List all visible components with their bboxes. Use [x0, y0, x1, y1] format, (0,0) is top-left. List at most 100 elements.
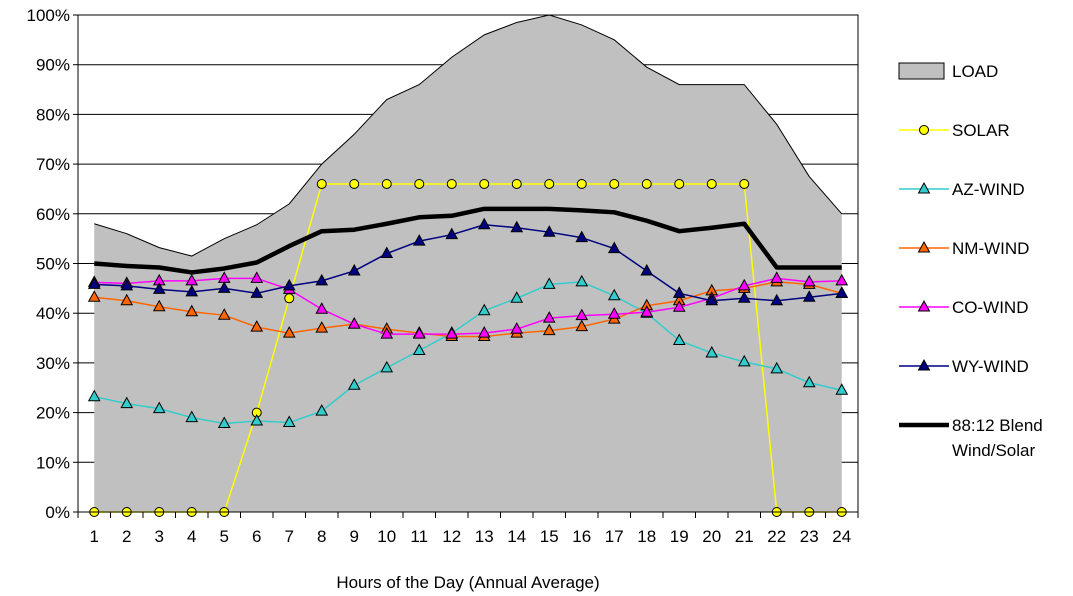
legend-marker [917, 240, 931, 253]
y-tick-label: 0% [45, 503, 70, 522]
point-wy-wind [770, 293, 784, 306]
point-co-wind [672, 300, 686, 312]
point-wy-wind [705, 293, 719, 306]
x-tick-label: 8 [317, 527, 326, 546]
point-solar [414, 178, 425, 189]
point-az-wind [575, 274, 589, 287]
point-az-wind [380, 360, 394, 373]
point-solar [641, 178, 652, 189]
point-az-wind [770, 361, 784, 374]
point-solar [609, 178, 620, 189]
legend-item-co-wind: CO-WIND [899, 298, 1028, 317]
legend-marker [917, 181, 931, 194]
legend-marker [917, 358, 931, 371]
x-tick-label: 15 [540, 527, 559, 546]
point-wy-wind [542, 225, 556, 237]
point-solar [674, 178, 685, 189]
point-nm-wind [120, 293, 134, 306]
point-wy-wind [250, 286, 264, 298]
point-nm-wind [87, 290, 101, 302]
point-solar [576, 178, 587, 189]
point-az-wind [152, 401, 166, 414]
point-nm-wind [315, 321, 329, 333]
legend-label: Wind/Solar [952, 441, 1035, 460]
x-tick-label: 2 [122, 527, 131, 546]
point-wy-wind [607, 241, 621, 254]
x-tick-label: 12 [442, 527, 461, 546]
legend-swatch [898, 62, 945, 80]
point-wy-wind [802, 290, 816, 302]
legend-marker [919, 125, 929, 135]
point-nm-wind [282, 326, 296, 338]
point-solar [706, 178, 717, 189]
x-tick-label: 13 [475, 527, 494, 546]
series-line-wy-wind [94, 223, 842, 302]
point-az-wind [607, 288, 621, 301]
point-wy-wind [412, 234, 426, 246]
y-tick-label: 70% [36, 155, 70, 174]
point-wy-wind [380, 246, 394, 259]
point-az-wind [510, 291, 524, 303]
point-wy-wind [835, 286, 849, 298]
point-co-wind [802, 274, 816, 287]
axes: 0%10%20%30%40%50%60%70%80%90%100%1 2 3 4 5 6 7… [27, 6, 859, 546]
point-wy-wind [477, 217, 491, 230]
point-az-wind [87, 389, 101, 402]
point-wy-wind [575, 230, 589, 243]
x-tick-label: 20 [702, 527, 721, 546]
point-az-wind [185, 410, 199, 423]
x-tick-label: 14 [507, 527, 526, 546]
legend-item-solar: SOLAR [899, 121, 1010, 140]
point-wy-wind [510, 220, 524, 233]
point-co-wind [477, 326, 491, 338]
x-tick-label: 19 [670, 527, 689, 546]
legend-item-load: LOAD [898, 62, 998, 81]
x-tick-label: 10 [377, 527, 396, 546]
point-az-wind [672, 333, 686, 346]
point-co-wind [250, 271, 264, 283]
point-az-wind [217, 416, 231, 429]
series-line-nm-wind [94, 281, 842, 338]
point-wy-wind [185, 284, 199, 297]
y-tick-label: 90% [36, 56, 70, 75]
point-nm-wind [152, 299, 166, 312]
x-tick-label: 9 [350, 527, 359, 546]
point-az-wind [542, 277, 556, 289]
point-wy-wind [672, 286, 686, 298]
legend-label: CO-WIND [952, 298, 1028, 317]
legend-label: LOAD [952, 62, 998, 81]
point-solar [739, 178, 750, 189]
x-tick-label: 17 [605, 527, 624, 546]
y-tick-label: 20% [36, 404, 70, 423]
x-axis-title: Hours of the Day (Annual Average) [336, 573, 599, 592]
point-solar [381, 178, 392, 189]
point-solar [316, 178, 327, 189]
y-tick-label: 10% [36, 453, 70, 472]
legend-item-wy-wind: WY-WIND [899, 357, 1029, 376]
legend-label: SOLAR [952, 121, 1010, 140]
point-az-wind [705, 345, 719, 358]
legend-item-88-12-blend-wind-solar: 88:12 Blend Wind/Solar [899, 416, 1043, 460]
plot-area [78, 14, 858, 517]
x-tick-label: 18 [637, 527, 656, 546]
x-tick-label: 24 [832, 527, 851, 546]
point-wy-wind [217, 281, 231, 293]
point-solar [511, 178, 522, 189]
point-co-wind [510, 322, 524, 334]
x-tick-label: 16 [572, 527, 591, 546]
point-co-wind [412, 327, 426, 339]
point-nm-wind [575, 319, 589, 332]
point-co-wind [575, 308, 589, 321]
point-co-wind [737, 278, 751, 291]
y-tick-label: 60% [36, 205, 70, 224]
point-az-wind [835, 383, 849, 395]
legend-label: 88:12 Blend [952, 416, 1043, 435]
point-wy-wind [315, 273, 329, 286]
legend-label: NM-WIND [952, 239, 1029, 258]
point-solar [349, 178, 360, 189]
y-tick-label: 50% [36, 255, 70, 274]
point-wy-wind [120, 278, 134, 291]
point-az-wind [412, 343, 426, 355]
series-area-load [94, 15, 842, 512]
legend-item-az-wind: AZ-WIND [899, 180, 1025, 199]
